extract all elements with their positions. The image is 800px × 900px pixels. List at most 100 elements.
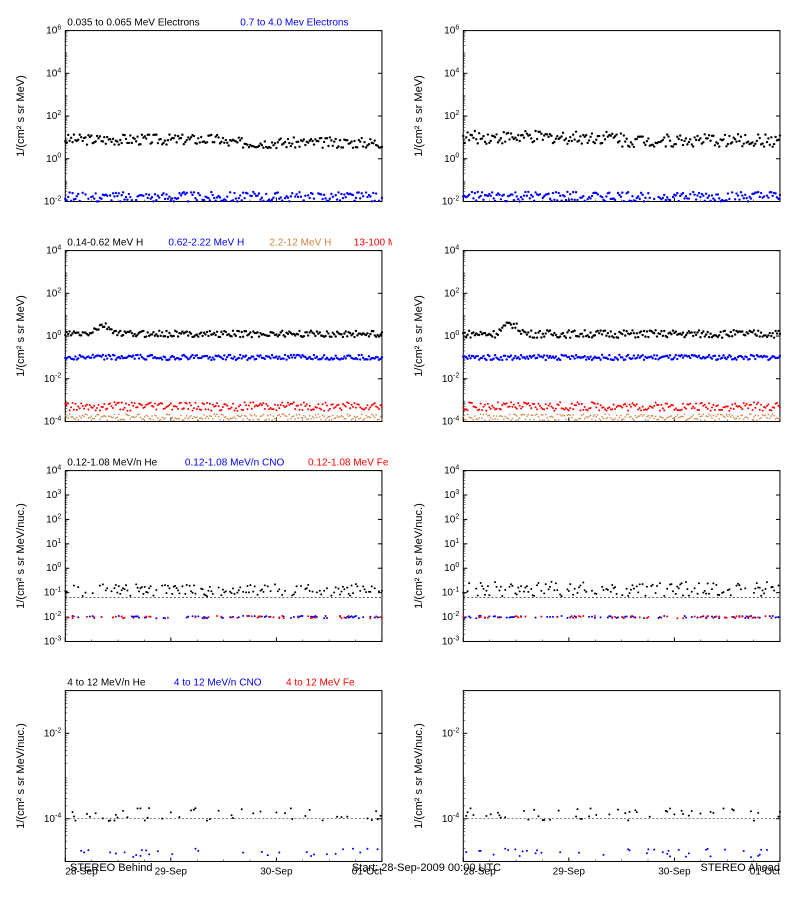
ytick-label: 104	[46, 465, 61, 477]
series-scatter	[64, 583, 383, 597]
y-axis-label: 1/(cm² s sr MeV/nuc.)	[413, 503, 425, 609]
ytick-label: 104	[444, 465, 459, 477]
ytick-label: 10-4	[44, 416, 62, 428]
panel-container-2-right: 10-3 10-2 10-1 100 101 102 103 104 1/(cm² s sr M…	[408, 450, 790, 666]
ytick-label: 10-2	[44, 611, 62, 623]
ytick-label: 10-2	[442, 373, 460, 385]
panel-3-right: 10-4 10-2 28-Sep 29-Sep 30-Sep 01-Oct 1/(cm² s…	[408, 670, 790, 886]
panel-container-0-right: 10-2 100 102 104 106 1/(cm² s sr MeV)	[408, 10, 790, 226]
xtick-label: 29-Sep	[553, 867, 586, 878]
panel-2-right: 10-3 10-2 10-1 100 101 102 103 104 1/(cm² s sr M…	[408, 450, 790, 666]
series-scatter	[462, 322, 781, 339]
xtick-label: 30-Sep	[658, 867, 691, 878]
series-scatter	[64, 191, 383, 203]
ytick-label: 102	[444, 287, 459, 299]
ytick-label: 100	[46, 562, 61, 574]
xtick-label: 28-Sep	[65, 867, 98, 878]
ytick-label: 10-3	[442, 636, 460, 648]
ytick-label: 104	[444, 67, 459, 79]
xtick-label: 29-Sep	[155, 867, 188, 878]
ytick-label: 100	[444, 562, 459, 574]
legend-item: 0.62-2.22 MeV H	[168, 238, 244, 249]
series-scatter	[64, 354, 383, 362]
ytick-label: 100	[46, 153, 61, 165]
series-scatter	[72, 615, 379, 619]
legend-item: 4 to 12 MeV/n He	[67, 678, 146, 689]
series-scatter	[64, 401, 383, 412]
series-scatter	[465, 848, 768, 858]
panel-1-left: 10-4 10-2 100 102 104 1/(cm² s sr MeV) 0.14-0.…	[10, 230, 392, 446]
legend-item: 0.035 to 0.065 MeV Electrons	[67, 18, 199, 29]
legend-item: 0.12-1.08 MeV Fe	[308, 458, 389, 469]
series-scatter	[64, 322, 383, 338]
ytick-label: 10-2	[442, 195, 460, 207]
legend-item: 4 to 12 MeV/n CNO	[174, 678, 262, 689]
panel-3-left: 10-4 10-2 28-Sep 29-Sep 30-Sep 01-Oct 1/(cm² s…	[10, 670, 392, 886]
ytick-label: 102	[46, 287, 61, 299]
xtick-label: 01-Oct	[352, 867, 382, 878]
legend-item: 4 to 12 MeV Fe	[286, 678, 355, 689]
ytick-label: 106	[444, 25, 459, 37]
ytick-label: 103	[46, 489, 61, 501]
y-axis-label: 1/(cm² s sr MeV)	[413, 75, 425, 157]
ytick-label: 101	[46, 538, 61, 550]
panel-2-left: 10-310-210-11001011021031041/(cm² s sr M…	[10, 450, 392, 666]
panel-container-3-right: 10-4 10-2 28-Sep 29-Sep 30-Sep 01-Oct 1/(cm² s…	[408, 670, 790, 886]
ytick-label: 106	[46, 25, 61, 37]
series-scatter	[462, 130, 781, 148]
legend-item: 0.14-0.62 MeV H	[67, 238, 143, 249]
series-scatter	[64, 133, 383, 149]
ytick-label: 102	[444, 110, 459, 122]
ytick-label: 104	[46, 67, 61, 79]
ytick-label: 100	[444, 153, 459, 165]
xtick-label: 28-Sep	[463, 867, 496, 878]
y-axis-label: 1/(cm² s sr MeV/nuc.)	[15, 724, 27, 830]
ytick-label: 10-2	[442, 728, 460, 740]
ytick-label: 101	[444, 538, 459, 550]
ytick-label: 100	[46, 330, 61, 342]
ytick-label: 10-1	[44, 587, 62, 599]
ytick-label: 10-4	[442, 813, 460, 825]
series-scatter	[67, 615, 383, 619]
ytick-label: 100	[444, 330, 459, 342]
panel-0-right: 10-2 100 102 104 106 1/(cm² s sr MeV)	[408, 10, 790, 226]
ytick-label: 10-2	[44, 195, 62, 207]
ytick-label: 10-4	[44, 813, 62, 825]
ytick-label: 10-1	[442, 587, 460, 599]
series-scatter	[465, 808, 781, 822]
y-axis-label: 1/(cm² s sr MeV/nuc.)	[413, 724, 425, 830]
legend-item: 13-100 MeV H	[354, 238, 392, 249]
ytick-label: 104	[444, 245, 459, 257]
xtick-label: 01-Oct	[750, 867, 780, 878]
series-scatter	[80, 848, 378, 858]
ytick-label: 10-3	[44, 636, 62, 648]
y-axis-label: 1/(cm² s sr MeV)	[15, 75, 27, 157]
ytick-label: 103	[444, 489, 459, 501]
legend-item: 2.2-12 MeV H	[269, 238, 331, 249]
ytick-label: 10-2	[44, 728, 62, 740]
panel-1-right: 10-4 10-2 100 102 104 1/(cm² s sr MeV)	[408, 230, 790, 446]
ytick-label: 102	[46, 514, 61, 526]
panel-container-1-right: 10-4 10-2 100 102 104 1/(cm² s sr MeV)	[408, 230, 790, 446]
legend-item: 0.12-1.08 MeV/n CNO	[185, 458, 285, 469]
ytick-label: 10-4	[442, 416, 460, 428]
panel-container-1-left: 10-4 10-2 100 102 104 1/(cm² s sr MeV) 0.14-0.…	[10, 230, 392, 446]
xtick-label: 30-Sep	[260, 867, 293, 878]
series-scatter	[462, 581, 779, 597]
panel-container-3-left: 10-4 10-2 28-Sep 29-Sep 30-Sep 01-Oct 1/(cm² s…	[10, 670, 392, 886]
legend-item: 0.7 to 4.0 Mev Electrons	[240, 18, 348, 29]
panel-0-left: 10-2 100 102 104 106 1/(cm² s sr MeV) 0.035 to…	[10, 10, 392, 226]
ytick-label: 102	[46, 110, 61, 122]
panel-container-0-left: 10-2 100 102 104 106 1/(cm² s sr MeV) 0.035 to…	[10, 10, 392, 226]
series-scatter	[72, 807, 382, 822]
y-axis-label: 1/(cm² s sr MeV)	[413, 295, 425, 377]
ytick-label: 102	[444, 514, 459, 526]
y-axis-label: 1/(cm² s sr MeV)	[15, 295, 27, 377]
ytick-label: 104	[46, 245, 61, 257]
series-scatter	[462, 354, 781, 362]
panel-container-2-left: 10-310-210-11001011021031041/(cm² s sr M…	[10, 450, 392, 666]
chart-grid: 10-2 100 102 104 106 1/(cm² s sr MeV) 0.035 to…	[10, 10, 790, 860]
legend-item: 0.12-1.08 MeV/n He	[67, 458, 157, 469]
ytick-label: 10-2	[44, 373, 62, 385]
ytick-label: 10-2	[442, 611, 460, 623]
